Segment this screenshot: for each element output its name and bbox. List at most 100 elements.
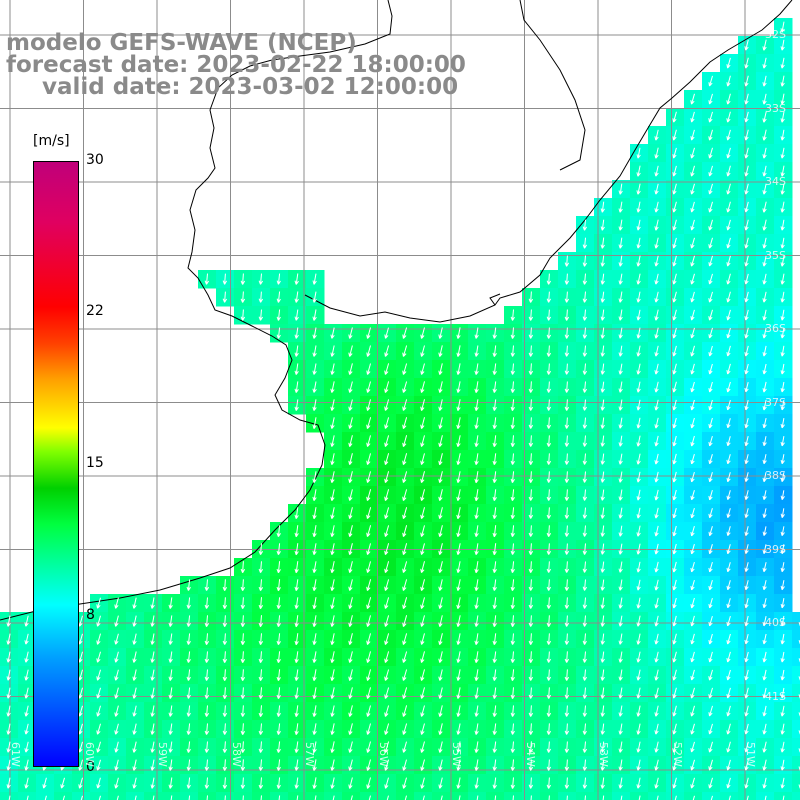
wind-arrow <box>276 327 281 339</box>
wind-arrow <box>348 435 353 448</box>
wind-arrow <box>636 147 641 159</box>
wind-arrow <box>546 327 552 339</box>
wind-arrow <box>384 633 390 645</box>
wind-arrow <box>582 669 588 681</box>
wind-arrow <box>240 633 246 645</box>
wind-arrow <box>276 687 281 699</box>
wind-arrow <box>222 291 228 303</box>
wind-arrow <box>384 543 390 556</box>
wind-cell <box>684 792 703 800</box>
wind-arrow <box>528 471 534 483</box>
wind-arrow <box>258 579 264 591</box>
wind-arrow <box>636 291 641 303</box>
wind-arrow <box>276 309 281 321</box>
wind-arrow <box>474 525 479 537</box>
wind-arrow <box>564 471 570 483</box>
wind-arrow <box>672 201 677 213</box>
wind-cell <box>792 630 800 649</box>
wind-arrow <box>636 705 641 717</box>
wind-arrow <box>258 615 264 628</box>
longitude-label: 59W <box>156 742 169 767</box>
wind-arrow <box>672 669 677 681</box>
wind-arrow <box>726 705 731 717</box>
wind-arrow <box>762 615 767 627</box>
wind-arrow <box>546 633 552 645</box>
wind-arrow <box>528 777 534 789</box>
wind-arrow <box>456 363 461 375</box>
wind-arrow <box>330 417 335 429</box>
wind-arrow <box>294 327 299 339</box>
wind-arrow <box>780 111 785 123</box>
wind-arrow <box>312 273 317 285</box>
wind-arrow <box>744 309 749 321</box>
wind-arrow <box>312 651 317 663</box>
wind-arrow <box>726 273 731 285</box>
wind-arrow <box>690 381 695 393</box>
wind-arrow <box>348 327 353 339</box>
wind-arrow <box>528 525 534 537</box>
wind-arrow <box>474 633 479 645</box>
wind-arrow <box>456 417 461 430</box>
wind-arrow <box>672 147 677 159</box>
wind-cell <box>324 792 343 800</box>
wind-arrow <box>672 471 677 483</box>
wind-arrow <box>762 111 767 123</box>
wind-arrow <box>366 777 371 789</box>
wind-arrow <box>348 453 353 466</box>
wind-arrow <box>384 345 390 357</box>
wind-arrow <box>744 597 749 609</box>
wind-arrow <box>780 490 785 500</box>
wind-arrow <box>348 597 353 610</box>
wind-arrow <box>690 453 695 465</box>
wind-arrow <box>564 525 570 537</box>
wind-arrow <box>510 777 515 789</box>
wind-arrow <box>438 705 443 717</box>
wind-arrow <box>312 543 317 555</box>
wind-arrow <box>438 741 443 753</box>
wind-arrow <box>384 363 390 375</box>
wind-arrow <box>726 687 731 699</box>
wind-arrow <box>420 489 425 502</box>
wind-arrow <box>672 759 677 771</box>
wind-arrow <box>528 741 534 753</box>
valid-date: valid date: 2023-03-02 12:00:00 <box>42 74 459 100</box>
wind-arrow <box>582 651 587 663</box>
wind-arrow <box>366 723 371 735</box>
wind-arrow <box>330 489 335 502</box>
wind-arrow <box>654 453 659 465</box>
wind-arrow <box>546 705 552 717</box>
wind-arrow <box>564 507 570 519</box>
wind-arrow <box>456 651 461 663</box>
wind-arrow <box>726 436 731 447</box>
wind-arrow <box>618 381 623 393</box>
wind-arrow <box>276 741 281 753</box>
wind-arrow <box>206 795 208 800</box>
wind-arrow <box>744 237 749 249</box>
wind-arrow <box>492 525 497 538</box>
wind-arrow <box>330 741 335 753</box>
wind-arrow <box>168 615 173 627</box>
wind-arrow <box>402 705 408 717</box>
wind-arrow <box>510 507 515 519</box>
wind-arrow <box>492 615 497 627</box>
wind-arrow <box>150 651 155 663</box>
wind-arrow <box>672 777 677 789</box>
wind-arrow <box>564 615 570 627</box>
wind-arrow <box>636 507 641 519</box>
wind-arrow <box>744 490 749 501</box>
wind-arrow <box>744 615 749 627</box>
wind-arrow <box>690 327 695 339</box>
wind-arrow <box>492 723 497 735</box>
wind-arrow <box>366 759 371 771</box>
wind-arrow <box>744 526 749 537</box>
wind-arrow <box>240 309 246 321</box>
wind-arrow <box>530 795 532 800</box>
wind-arrow <box>762 436 767 447</box>
wind-arrow <box>492 453 497 465</box>
colorbar-tick: 8 <box>86 607 95 623</box>
wind-arrow <box>708 381 713 393</box>
wind-arrow <box>618 291 623 303</box>
wind-arrow <box>438 507 443 520</box>
wind-arrow <box>746 795 749 800</box>
wind-arrow <box>600 561 605 573</box>
